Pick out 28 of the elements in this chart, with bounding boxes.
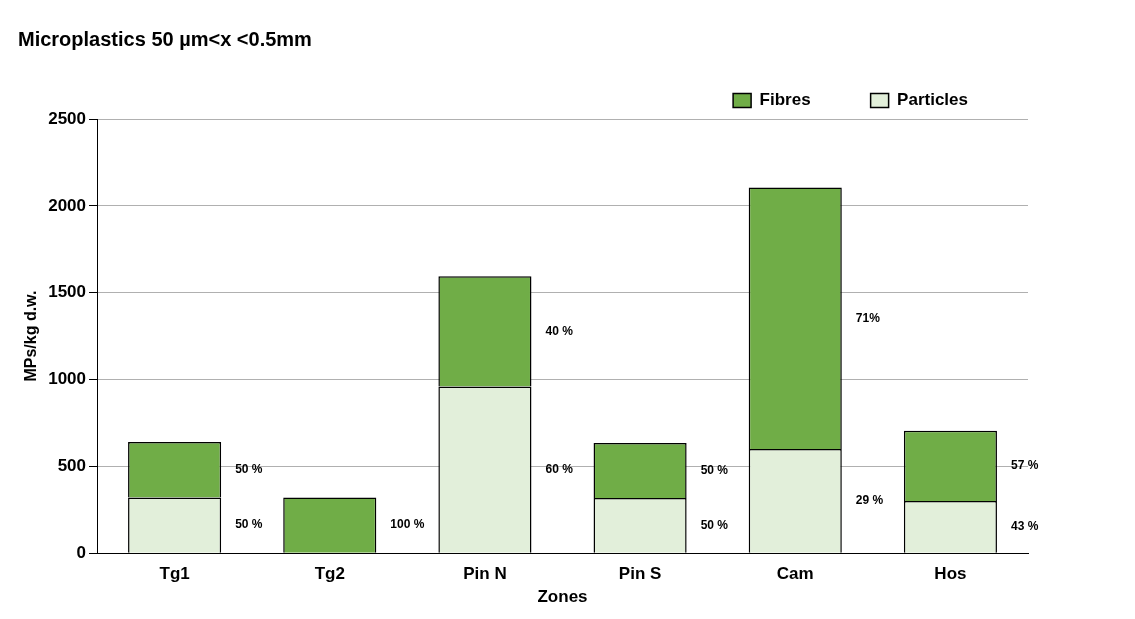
y-axis-title: MPs/kg d.w.	[22, 290, 40, 382]
annotation: 71%	[855, 310, 881, 325]
y-tick-label: 2500	[48, 108, 87, 128]
chart-title: Microplastics 50 µm<x <0.5mm	[18, 27, 312, 50]
y-tick-label: 1000	[48, 369, 87, 389]
x-tick-label: Pin S	[618, 564, 662, 584]
x-tick-label: Tg1	[159, 564, 190, 584]
legend-label: Fibres	[759, 90, 811, 110]
x-tick-label: Tg2	[314, 564, 345, 584]
annotation: 57 %	[1010, 458, 1039, 473]
annotation: 50 %	[700, 462, 729, 477]
annotation: 50 %	[235, 517, 263, 532]
annotation: 43 %	[1010, 519, 1039, 534]
annotation: 60 %	[545, 461, 574, 476]
annotation: 29 %	[855, 493, 884, 508]
y-tick-label: 1500	[48, 282, 87, 302]
x-tick-label: Cam	[776, 564, 814, 584]
annotation: 100 %	[390, 517, 425, 532]
legend-label: Particles	[897, 90, 969, 110]
annotation: 50 %	[700, 517, 729, 532]
y-tick-label: 500	[57, 456, 87, 476]
annotation: 50 %	[235, 462, 263, 477]
x-tick-label: Pin N	[463, 564, 507, 584]
x-axis-title: Zones	[537, 587, 588, 607]
annotation: 40 %	[545, 323, 574, 338]
y-tick-label: 2000	[48, 195, 87, 215]
x-tick-label: Hos	[934, 564, 967, 584]
y-tick-label: 0	[76, 542, 87, 562]
